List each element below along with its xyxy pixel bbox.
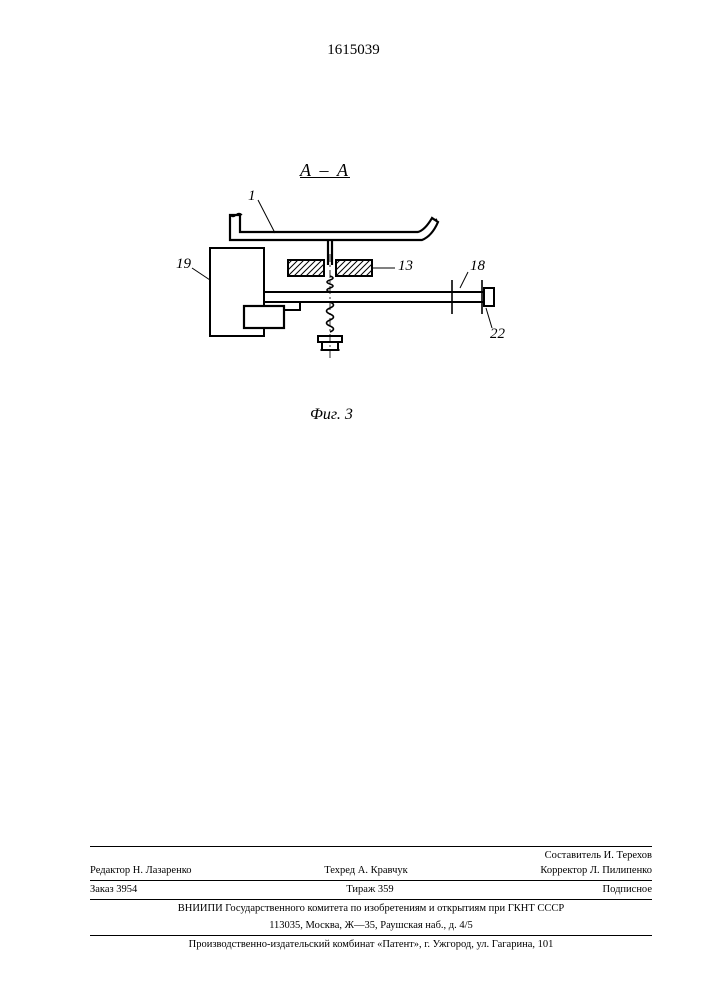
footer-proofreader: Корректор Л. Пилипенко [540, 864, 652, 878]
part-13-right [336, 260, 372, 276]
footer-org1: ВНИИПИ Государственного комитета по изоб… [90, 902, 652, 916]
figure-caption: Фиг. 3 [310, 406, 353, 424]
footer-compiler: Составитель И. Терехов [90, 849, 652, 863]
part-1-body [230, 215, 438, 240]
callout-18: 18 [470, 258, 485, 275]
footer-org2: 113035, Москва, Ж—35, Раушская наб., д. … [90, 919, 652, 933]
diagram-svg [170, 160, 540, 400]
document-number: 1615039 [0, 42, 707, 59]
footer-print-run: Тираж 359 [346, 883, 393, 897]
footer-subscription: Подписное [603, 883, 652, 897]
callout-13: 13 [398, 258, 413, 275]
footer-block: Составитель И. Терехов Редактор Н. Лазар… [90, 844, 652, 952]
footer-tech-editor: Техред А. Кравчук [324, 864, 407, 878]
callout-19: 19 [176, 256, 191, 273]
callout-1: 1 [248, 188, 256, 205]
footer-editor: Редактор Н. Лазаренко [90, 864, 192, 878]
footer-printer: Производственно-издательский комбинат «П… [90, 938, 652, 952]
part-13-left [288, 260, 324, 276]
callout-22: 22 [490, 326, 505, 343]
section-label: А – А [300, 160, 350, 181]
footer-order: Заказ 3954 [90, 883, 137, 897]
figure-3: А – А [170, 160, 540, 420]
